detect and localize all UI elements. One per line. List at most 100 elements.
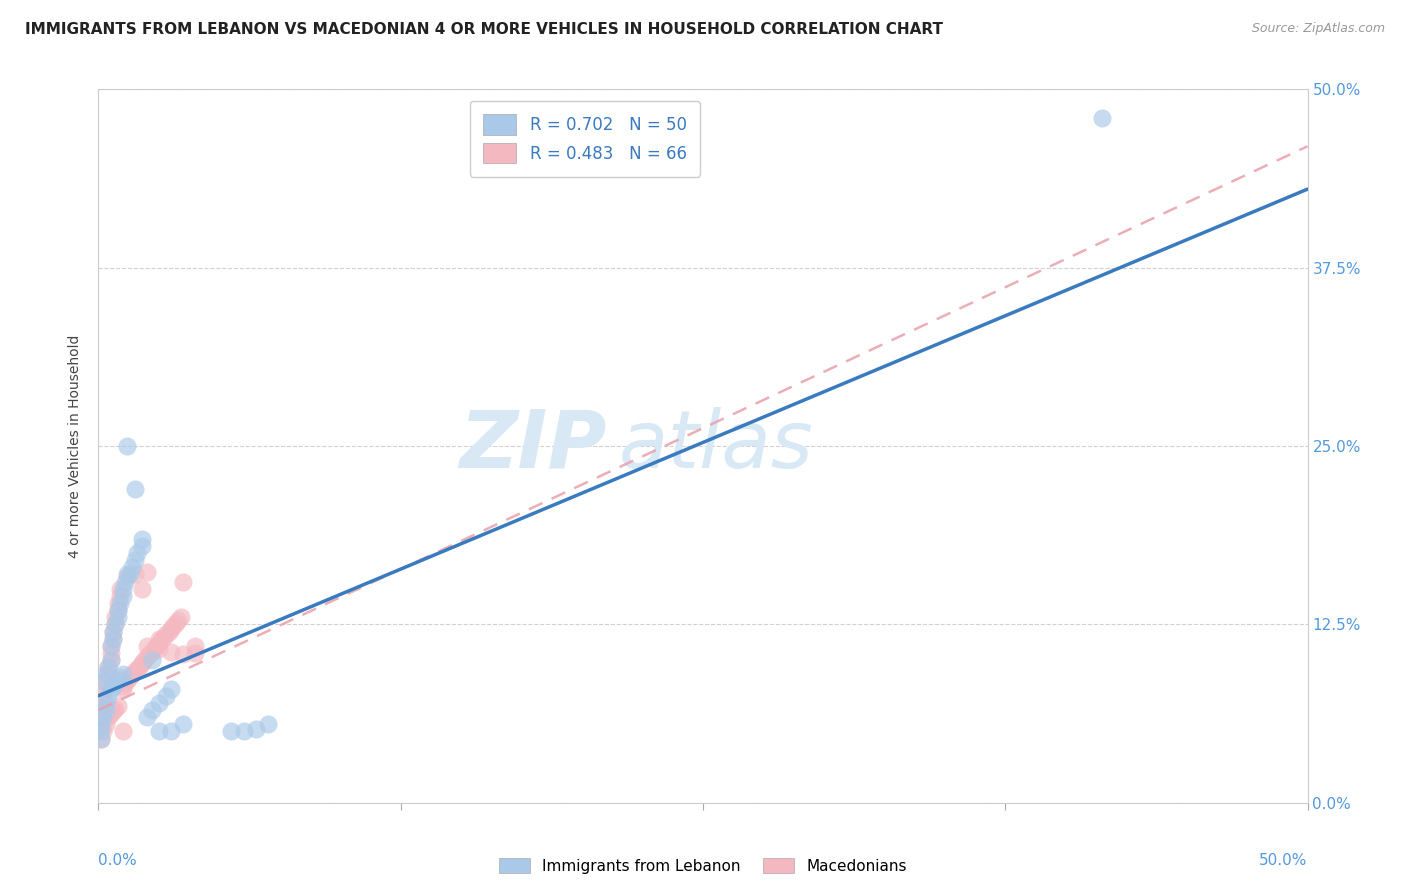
Point [117,673,139,687]
Point [155,627,177,641]
Point [117,570,139,584]
Point [94,667,117,681]
Point [111,667,134,681]
Point [221,724,243,739]
Point [169,610,191,624]
Point [160,681,183,696]
Point [104,610,127,624]
Point [148,696,170,710]
Point [160,724,183,739]
Text: atlas: atlas [619,407,813,485]
Point [111,582,134,596]
Point [100,653,122,667]
Point [138,648,160,662]
Point [143,641,166,656]
Point [135,639,157,653]
Point [165,615,187,630]
Point [91,689,114,703]
Point [104,701,127,715]
Point [101,705,124,719]
Point [107,673,129,687]
Point [131,539,153,553]
Text: 50.0%: 50.0% [1260,853,1308,868]
Point [91,674,114,689]
Point [101,679,124,693]
Point [94,674,117,689]
Point [245,722,267,736]
Point [107,603,129,617]
Point [152,630,174,644]
Point [121,560,143,574]
Point [100,639,122,653]
Point [94,703,117,717]
Point [131,656,153,670]
Point [131,582,153,596]
Point [100,707,122,722]
Point [104,676,127,690]
Point [101,632,124,646]
Point [107,610,129,624]
Point [148,636,170,650]
Point [111,679,134,693]
Text: IMMIGRANTS FROM LEBANON VS MACEDONIAN 4 OR MORE VEHICLES IN HOUSEHOLD CORRELATIO: IMMIGRANTS FROM LEBANON VS MACEDONIAN 4 … [25,22,943,37]
Point [97,710,120,724]
Point [100,653,122,667]
Point [111,681,134,696]
Point [104,617,127,632]
Point [155,689,177,703]
Point [90,724,112,739]
Point [172,574,194,589]
Point [141,653,163,667]
Point [91,710,114,724]
Point [114,574,136,589]
Point [131,532,153,546]
Point [90,703,112,717]
Point [141,644,163,658]
Point [97,667,120,681]
Point [91,696,114,710]
Point [108,582,131,596]
Point [148,632,170,646]
Point [167,613,190,627]
Point [100,646,122,660]
Point [160,622,183,636]
Point [127,546,149,560]
Point [184,639,207,653]
Point [108,589,131,603]
Point [162,619,184,633]
Point [172,717,194,731]
Point [145,639,167,653]
Point [101,632,124,646]
Point [100,639,122,653]
Point [117,567,139,582]
Point [107,596,129,610]
Point [104,617,127,632]
Point [118,670,141,684]
Text: Source: ZipAtlas.com: Source: ZipAtlas.com [1251,22,1385,36]
Point [107,603,129,617]
Legend: Immigrants from Lebanon, Macedonians: Immigrants from Lebanon, Macedonians [494,852,912,880]
Point [1091,111,1114,125]
Point [90,731,112,746]
Text: ZIP: ZIP [458,407,606,485]
Point [114,676,136,690]
Point [90,717,112,731]
Point [135,650,157,665]
Point [124,553,146,567]
Point [134,653,156,667]
Point [184,646,207,660]
Point [94,717,117,731]
Point [148,724,170,739]
Point [97,689,120,703]
Text: 0.0%: 0.0% [98,853,138,868]
Point [108,670,131,684]
Point [94,681,117,696]
Point [232,724,254,739]
Legend: R = 0.702   N = 50, R = 0.483   N = 66: R = 0.702 N = 50, R = 0.483 N = 66 [470,101,700,177]
Point [124,665,146,679]
Point [118,567,141,582]
Y-axis label: 4 or more Vehicles in Household: 4 or more Vehicles in Household [69,334,83,558]
Point [108,596,131,610]
Point [90,731,112,746]
Point [94,696,117,710]
